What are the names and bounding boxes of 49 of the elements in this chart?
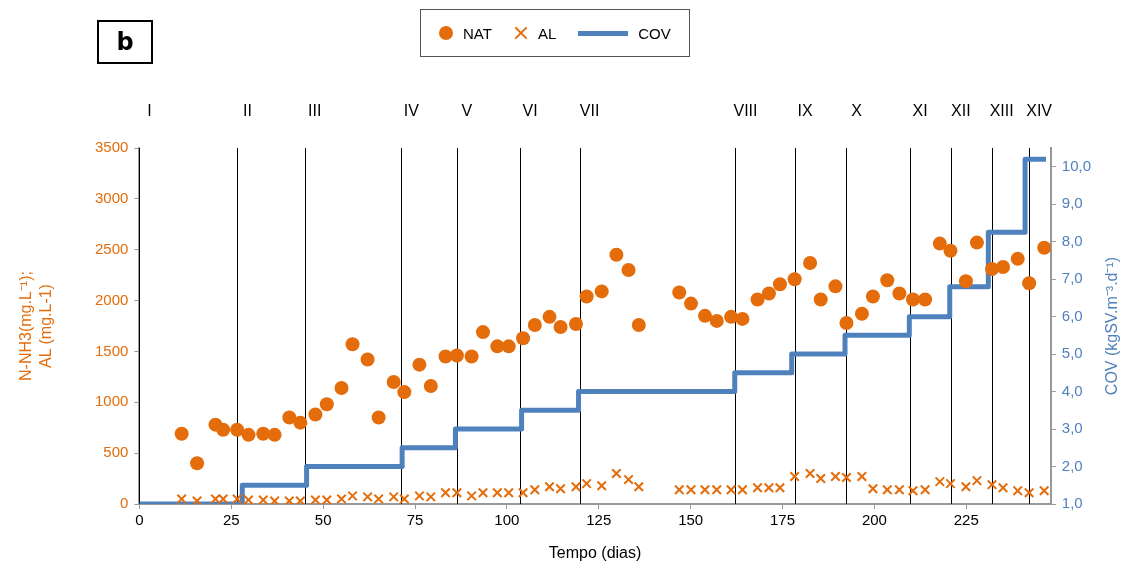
text: b xyxy=(97,20,153,64)
y2-tick-label: 6,0 xyxy=(1061,306,1083,324)
y-tick-label: 2000 xyxy=(94,290,129,308)
y-tick-label: 1500 xyxy=(94,341,129,359)
legend-label: AL xyxy=(537,24,557,42)
ref-line-label: I xyxy=(147,102,152,120)
y2-tick-label: 7,0 xyxy=(1061,269,1083,287)
y-tick-label: 500 xyxy=(103,443,129,461)
y2-tick-label: 4,0 xyxy=(1061,381,1083,399)
y-tick-label: 3500 xyxy=(94,138,129,156)
y2-tick-label: 3,0 xyxy=(1061,419,1083,437)
legend-label: COV xyxy=(638,24,671,42)
ref-line-label: VIII xyxy=(733,102,758,120)
y2-tick-label: 8,0 xyxy=(1061,231,1083,249)
ref-line-label: XII xyxy=(951,102,971,120)
x-tick-label: 125 xyxy=(586,511,612,529)
x-tick-label: 200 xyxy=(861,511,887,529)
ref-line-label: XIII xyxy=(989,102,1014,120)
ref-line-label: VII xyxy=(579,102,600,120)
ref-line-label: VI xyxy=(522,102,538,120)
y2-tick-label: 1,0 xyxy=(1061,494,1083,512)
y-tick-label: 2500 xyxy=(94,239,129,257)
x-tick-label: 0 xyxy=(135,511,144,529)
ref-line-label: III xyxy=(308,102,322,120)
y-axis-title: N-NH3(mg.L⁻¹); AL (mg.L-1) xyxy=(16,270,55,383)
ref-line-label: XI xyxy=(912,102,928,120)
y-tick-label: 3000 xyxy=(94,189,129,206)
ref-line-label: V xyxy=(461,102,473,120)
legend-label: NAT xyxy=(463,24,492,42)
x-tick-label: 175 xyxy=(770,511,796,529)
x-tick-label: 50 xyxy=(314,511,332,529)
x-tick-label: 150 xyxy=(678,511,704,529)
x-tick-label: 25 xyxy=(222,511,240,529)
y2-axis-title: COV (kgSV.m⁻³.d⁻¹) xyxy=(1102,255,1121,398)
x-tick-label: 225 xyxy=(953,511,979,529)
y2-tick-label: 5,0 xyxy=(1061,344,1083,362)
x-axis-title: Tempo (dias) xyxy=(547,544,643,562)
ref-line-label: X xyxy=(851,102,863,120)
x-tick-label: 100 xyxy=(494,511,520,529)
y2-tick-label: 9,0 xyxy=(1061,194,1083,212)
y2-tick-label: 2,0 xyxy=(1061,456,1083,474)
y-tick-label: 0 xyxy=(120,494,129,512)
ref-line-label: XIV xyxy=(1026,102,1053,120)
ref-line-label: II xyxy=(243,102,252,120)
y2-tick-label: 10,0 xyxy=(1061,156,1092,174)
ref-line-label: IV xyxy=(403,102,420,120)
x-tick-label: 75 xyxy=(406,511,424,529)
ref-line-label: IX xyxy=(797,102,813,120)
y-tick-label: 1000 xyxy=(94,392,129,410)
